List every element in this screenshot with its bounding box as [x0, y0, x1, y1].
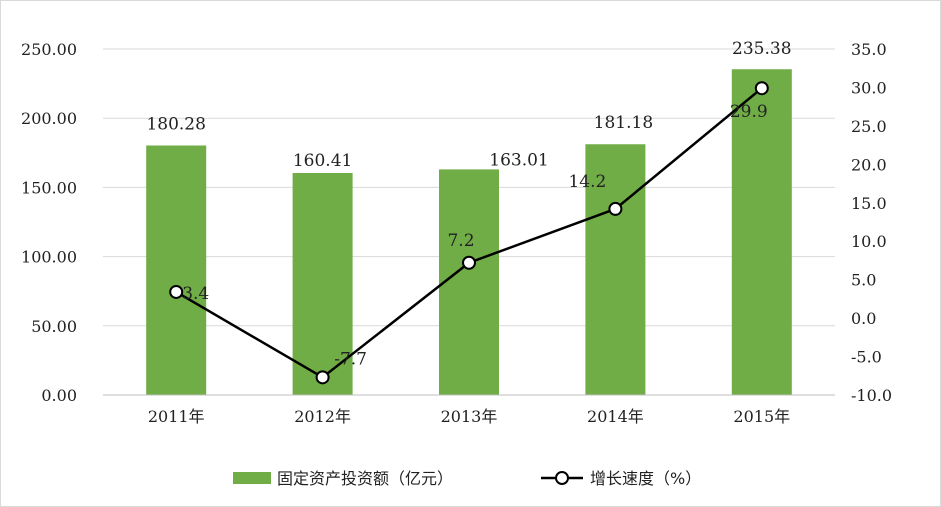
y-right-tick-label: 0.0 — [851, 309, 876, 328]
bar — [292, 172, 353, 395]
bar — [146, 145, 207, 395]
y-right-tick-label: 15.0 — [851, 194, 887, 213]
legend-line-label: 增长速度（%） — [590, 469, 701, 488]
y-right-tick-label: 25.0 — [851, 117, 887, 136]
bar — [731, 69, 792, 396]
y-left-tick-label: 200.00 — [21, 109, 77, 128]
y-left-tick-label: 250.00 — [21, 40, 77, 59]
line-series — [169, 81, 769, 385]
y-right-tick-label: 5.0 — [851, 271, 876, 290]
legend: 固定资产投资额（亿元） 增长速度（%） — [233, 469, 701, 488]
line-data-label: -7.7 — [334, 349, 367, 369]
line-data-label: 29.9 — [730, 102, 768, 122]
line-point — [462, 255, 476, 270]
y-right-tick-label: 20.0 — [851, 155, 887, 174]
y-left-tick-label: 150.00 — [21, 178, 77, 197]
x-tick-label: 2012年 — [294, 407, 351, 426]
line-point — [754, 81, 769, 96]
bar-data-label: 160.41 — [293, 151, 352, 171]
bar-data-label: 163.01 — [489, 150, 548, 170]
line-data-label: 14.2 — [568, 172, 606, 192]
y-right-tick-label: 10.0 — [851, 232, 887, 251]
line-point — [169, 284, 184, 299]
bar-data-label: 181.18 — [594, 113, 653, 133]
legend-line-marker — [555, 471, 569, 485]
bar — [439, 169, 499, 395]
bar-series — [146, 69, 792, 396]
legend-bar-swatch — [233, 472, 271, 484]
bar — [585, 144, 646, 395]
line-point — [608, 201, 623, 216]
line-data-label: 7.2 — [447, 231, 474, 251]
y-left-tick-label: 50.00 — [31, 317, 77, 336]
x-tick-label: 2011年 — [148, 407, 205, 426]
y-left-tick-label: 0.00 — [41, 386, 77, 405]
bar-data-label: 235.38 — [732, 39, 791, 59]
legend-bar-label: 固定资产投资额（亿元） — [277, 469, 453, 488]
y-right-tick-label: 30.0 — [851, 78, 887, 97]
y-left-tick-label: 100.00 — [21, 248, 77, 267]
x-tick-label: 2014年 — [587, 407, 644, 426]
axes: 0.00 50.00 100.00 150.00 200.00 250.00 -10.0 -5… — [21, 40, 892, 426]
data-labels: 180.28 160.41 163.01 181.18 235.38 3.4 -7.7 7.2… — [146, 39, 791, 369]
y-right-tick-label: -5.0 — [851, 348, 882, 367]
y-right-tick-label: -10.0 — [851, 386, 892, 405]
x-tick-label: 2013年 — [441, 407, 498, 426]
line-data-label: 3.4 — [182, 284, 209, 304]
y-right-tick-label: 35.0 — [851, 40, 887, 59]
x-tick-label: 2015年 — [733, 407, 790, 426]
bar-data-label: 180.28 — [146, 114, 205, 134]
line-point — [315, 370, 330, 385]
